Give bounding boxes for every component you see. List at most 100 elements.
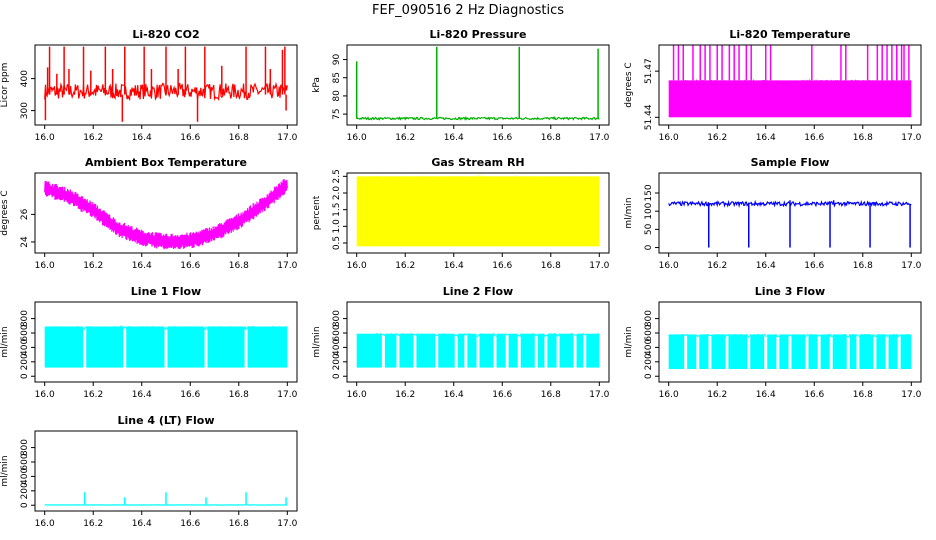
plot-frame xyxy=(346,44,610,126)
y-tick-label: 150 xyxy=(644,184,654,201)
x-tick-label: 16.8 xyxy=(853,390,873,400)
x-tick-label: 16.8 xyxy=(229,390,249,400)
y-axis-label: degrees C xyxy=(624,62,634,107)
x-tick-label: 16.0 xyxy=(35,261,55,271)
x-tick-label: 16.4 xyxy=(132,519,152,529)
y-tick-label: 85 xyxy=(332,72,342,83)
series-edge xyxy=(356,332,600,338)
x-tick-label: 16.2 xyxy=(83,261,103,271)
series-band xyxy=(44,326,84,368)
series-band xyxy=(559,333,574,368)
series-band xyxy=(399,333,414,368)
y-tick-label: 1.5 xyxy=(332,203,342,217)
panel-line2: Line 2 Flow ml/min 16.0 16.2 16.4 16.6 16.8 17.… xyxy=(312,285,610,400)
y-axis-label: ml/min xyxy=(0,455,10,486)
x-tick-label: 16.6 xyxy=(492,261,512,271)
plot-frame xyxy=(658,301,922,383)
x-tick-label: 16.4 xyxy=(444,133,464,143)
x-tick-label: 16.0 xyxy=(347,390,367,400)
series-band xyxy=(416,333,436,368)
x-tick-label: 17.0 xyxy=(277,261,297,271)
series-band xyxy=(86,326,124,368)
panel-ambient: Ambient Box Temperature degrees C 16.0 16.2… xyxy=(0,156,298,271)
series-band xyxy=(467,333,477,368)
x-tick-label: 16.8 xyxy=(541,390,561,400)
y-tick-label: 200 xyxy=(20,353,30,370)
series-line xyxy=(44,81,288,102)
x-tick-label: 16.0 xyxy=(347,261,367,271)
x-tick-label: 16.4 xyxy=(444,261,464,271)
x-tick-label: 17.0 xyxy=(589,133,609,143)
x-tick-label: 16.8 xyxy=(853,261,873,271)
series-band xyxy=(876,334,886,370)
y-tick-label: 600 xyxy=(20,324,30,341)
series-band xyxy=(699,334,709,370)
panel-title: Li-820 CO2 xyxy=(132,28,199,41)
series-band xyxy=(508,333,518,368)
y-axis-label: ml/min xyxy=(624,197,634,228)
series-band xyxy=(496,333,506,368)
series-band xyxy=(900,334,912,370)
x-tick-label: 16.0 xyxy=(35,390,55,400)
panel-title: Line 4 (LT) Flow xyxy=(118,414,215,427)
series-band xyxy=(832,334,847,370)
x-tick-label: 16.4 xyxy=(132,261,152,271)
y-tick-label: 51.44 xyxy=(644,104,654,130)
series-band xyxy=(668,334,685,370)
x-tick-label: 16.0 xyxy=(35,519,55,529)
series-band xyxy=(808,334,818,370)
plot-frame xyxy=(346,172,610,254)
y-tick-label: 0 xyxy=(20,502,30,508)
series-band xyxy=(457,333,465,368)
panel-title: Li-820 Temperature xyxy=(729,28,850,41)
x-tick-label: 16.0 xyxy=(659,390,679,400)
series-band xyxy=(711,334,726,370)
series-band xyxy=(576,333,584,368)
plot-frame xyxy=(658,172,922,254)
x-tick-label: 17.0 xyxy=(277,133,297,143)
y-tick-label: 800 xyxy=(20,310,30,327)
y-tick-label: 0 xyxy=(644,244,654,250)
series-edge xyxy=(668,333,912,339)
series-band xyxy=(750,334,765,370)
x-tick-label: 17.0 xyxy=(901,261,921,271)
x-tick-label: 16.2 xyxy=(707,133,727,143)
y-tick-label: 0.5 xyxy=(332,236,342,250)
y-tick-label: 0 xyxy=(332,373,342,379)
x-tick-label: 17.0 xyxy=(901,390,921,400)
y-axis-label: percent xyxy=(312,195,322,230)
x-tick-label: 16.2 xyxy=(83,133,103,143)
series-band xyxy=(356,176,600,247)
series-band xyxy=(247,326,288,368)
series-band xyxy=(520,333,535,368)
x-tick-label: 16.6 xyxy=(492,390,512,400)
panel-title: Ambient Box Temperature xyxy=(85,156,247,169)
y-tick-label: 1.0 xyxy=(332,219,342,234)
series-band xyxy=(820,334,830,370)
plot-frame xyxy=(346,301,610,383)
x-tick-label: 16.8 xyxy=(229,261,249,271)
x-tick-label: 17.0 xyxy=(589,261,609,271)
series-band xyxy=(479,333,494,368)
series-line xyxy=(44,178,288,250)
y-tick-label: 600 xyxy=(332,324,342,341)
panel-line1: Line 1 Flow ml/min 16.0 16.2 16.4 16.6 16.8 17.… xyxy=(0,285,298,400)
x-tick-label: 16.4 xyxy=(444,390,464,400)
y-tick-label: 800 xyxy=(332,310,342,327)
y-axis-label: kPa xyxy=(312,77,322,93)
y-tick-label: 0 xyxy=(644,373,654,379)
y-tick-label: 400 xyxy=(20,70,30,87)
y-axis-label: ml/min xyxy=(312,326,322,357)
y-tick-label: 80 xyxy=(332,90,342,102)
x-tick-label: 16.6 xyxy=(492,133,512,143)
x-tick-label: 16.2 xyxy=(83,390,103,400)
series-band xyxy=(547,333,557,368)
panel-title: Line 2 Flow xyxy=(443,285,513,298)
page-title: FEF_090516 2 Hz Diagnostics xyxy=(372,3,564,18)
y-tick-label: 90 xyxy=(332,54,342,66)
x-tick-label: 16.6 xyxy=(180,519,200,529)
plot-frame xyxy=(34,44,298,126)
y-tick-label: 75 xyxy=(332,108,342,119)
series-band xyxy=(859,334,874,370)
series-band xyxy=(167,326,205,368)
